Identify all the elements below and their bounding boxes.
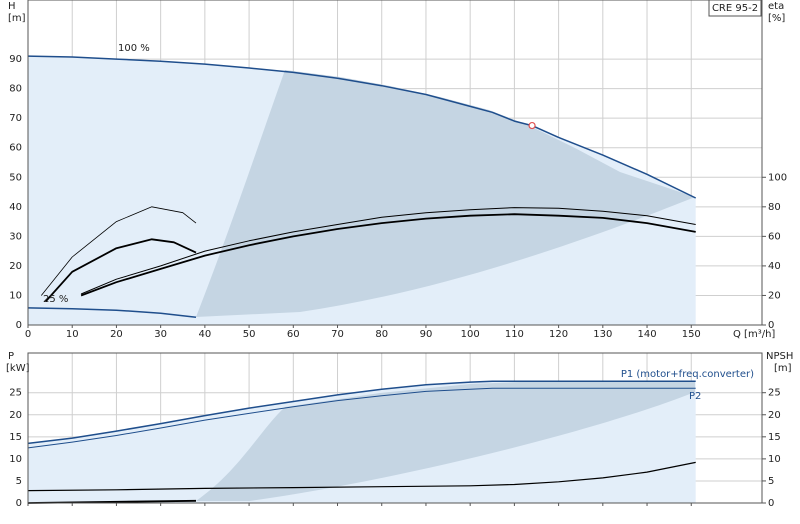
x-tick-label: 70 [331,329,344,340]
series-label: P2 [689,391,701,402]
y-tick-label: 15 [9,432,22,443]
curve [27,55,697,199]
y2-label: NPSH [766,351,793,362]
y-tick-label: 20 [9,410,22,421]
duty-point [528,121,536,130]
curve [27,461,696,492]
chart-title: CRE 95-2 [712,3,758,14]
y-tick-label: 0 [16,498,22,509]
x-label: Q [m³/h] [733,329,775,340]
y2-tick-label: 15 [768,432,781,443]
x-tick-label: 110 [505,329,524,340]
plot-frame [27,352,763,504]
x-tick-label: 130 [593,329,612,340]
x-tick-label: 60 [287,329,300,340]
y-tick-label: 70 [9,113,22,124]
y2-label: eta [768,1,784,12]
y2-tick-label: 80 [768,202,781,213]
x-tick-label: 90 [420,329,433,340]
curve [80,213,696,297]
y-tick-label: 80 [9,84,22,95]
y-tick-label: 90 [9,54,22,65]
y2-tick-label: 40 [768,261,781,272]
x-tick-label: 150 [682,329,701,340]
y2-unit: [%] [768,13,785,24]
y-label: P [8,351,14,362]
y2-tick-label: 0 [768,320,774,331]
chart-lines: 0 10 20 30 40 50 60 70 80 90 100 110 120 130 140 150010… [9,54,787,509]
y-tick-label: 0 [16,320,22,331]
series-label: P1 (motor+freq.converter) [621,369,754,380]
series-label: 100 % [118,43,150,54]
curve [45,238,197,303]
x-tick-label: 80 [375,329,388,340]
y-tick-label: 50 [9,172,22,183]
y-tick-label: 40 [9,202,22,213]
y-tick-label: 30 [9,231,22,242]
x-tick-label: 30 [154,329,167,340]
y2-tick-label: 100 [768,172,787,183]
x-tick-label: 100 [461,329,480,340]
y-tick-label: 5 [16,476,22,487]
x-tick-label: 140 [637,329,656,340]
y2-tick-label: 60 [768,231,781,242]
series-label: 25 % [43,294,68,305]
operating-range [196,70,695,317]
y-unit: [m] [8,13,26,24]
plot-frame [27,0,763,326]
y-tick-label: 20 [9,261,22,272]
title-box [708,0,762,17]
x-tick-label: 40 [199,329,212,340]
curve [40,206,197,296]
y2-tick-label: 10 [768,454,781,465]
y-label: H [8,1,16,12]
x-tick-label: 20 [110,329,123,340]
y-unit: [kW] [6,363,30,374]
curve [27,307,197,319]
y2-unit: [m] [774,363,792,374]
y2-tick-label: 5 [768,476,774,487]
y2-tick-label: 20 [768,290,781,301]
y-tick-label: 10 [9,454,22,465]
y-tick-label: 10 [9,290,22,301]
curve [27,387,696,449]
y-tick-label: 60 [9,143,22,154]
curve [27,380,696,445]
y2-tick-label: 25 [768,388,781,399]
operating-range [196,382,695,501]
x-tick-label: 50 [243,329,256,340]
curve [80,207,696,295]
y2-tick-label: 20 [768,410,781,421]
x-tick-label: 10 [66,329,79,340]
x-tick-label: 0 [25,329,31,340]
y-tick-label: 25 [9,388,22,399]
x-tick-label: 120 [549,329,568,340]
y2-tick-label: 0 [768,498,774,509]
